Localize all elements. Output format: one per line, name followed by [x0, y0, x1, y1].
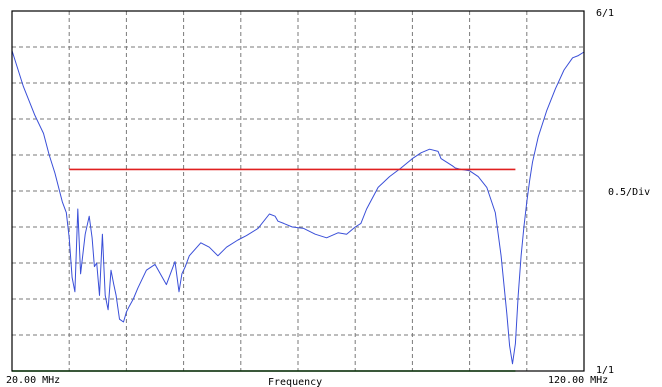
grid-lines [12, 11, 584, 371]
x-tick-label-max: 120.00 MHz [548, 375, 608, 386]
x-axis-title: Frequency [268, 377, 322, 387]
trace-series [11, 50, 585, 365]
y-scale-label: 0.5/Div [608, 187, 650, 198]
x-tick-label-min: 20.00 MHz [6, 375, 60, 386]
y-tick-label-top: 6/1 [596, 8, 614, 19]
y-tick-label-bottom: 1/1 [596, 365, 614, 376]
plot-frame [11, 10, 585, 372]
